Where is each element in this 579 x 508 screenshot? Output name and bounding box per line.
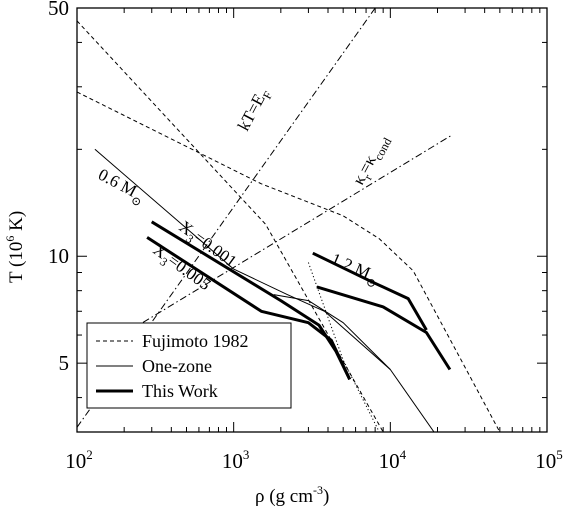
y-axis-label: T (106 K) (3, 211, 27, 283)
tick-labels: 5 10 50 102 103 104 105 (48, 0, 563, 473)
plot-frame (76, 7, 548, 433)
opacity-conduction-line-label: κr=κcond (349, 131, 395, 190)
legend-label-one-zone: One-zone (142, 356, 212, 376)
series-line-thick-8 (316, 285, 452, 371)
series-line-thin-4 (273, 294, 391, 370)
plot-lines (77, 8, 501, 432)
x-tick-label: 105 (535, 447, 563, 473)
legend: Fujimoto 1982 One-zone This Work (86, 322, 292, 409)
series-line-dashed-0 (77, 20, 384, 432)
x-axis-label: ρ (g cm-3) (255, 483, 329, 507)
axis-ticks (76, 7, 548, 432)
x-tick-label: 102 (65, 447, 93, 473)
legend-label-fujimoto: Fujimoto 1982 (142, 331, 249, 351)
kt-ef-line-label: kT=EF (234, 84, 276, 135)
legend-label-this-work: This Work (142, 381, 218, 401)
y-tick-label: 10 (48, 244, 69, 268)
y-tick-label: 5 (59, 351, 70, 375)
x-tick-label: 104 (379, 447, 407, 473)
series-line-thick-6 (146, 236, 352, 381)
reference-line-1 (130, 134, 453, 331)
series-line-thick-7 (312, 251, 428, 331)
series-line-thin-3 (94, 148, 435, 432)
x-tick-label: 103 (222, 447, 250, 473)
series-line-dashed-1 (77, 91, 501, 432)
y-tick-label: 50 (48, 0, 69, 20)
mass-1-2-label: 1.2 M⊙ (326, 249, 382, 291)
reference-line-0 (77, 8, 376, 428)
